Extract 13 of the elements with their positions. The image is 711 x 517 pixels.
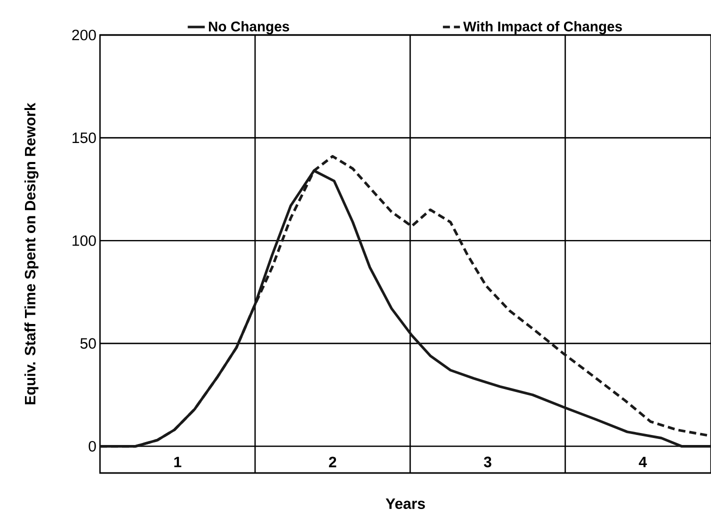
- y-axis-title: Equiv. Staff Time Spent on Design Rework: [24, 102, 38, 404]
- x-tick-label: 2: [328, 456, 336, 468]
- legend-label: No Changes: [208, 21, 290, 34]
- y-tick-label: 150: [72, 132, 96, 144]
- y-tick-label: 200: [72, 30, 96, 40]
- y-tick-label: 0: [88, 440, 96, 452]
- y-tick-label: 100: [72, 235, 96, 246]
- x-tick-label: 4: [638, 456, 647, 468]
- y-tick-label: 50: [80, 338, 96, 349]
- x-tick-label: 1: [174, 456, 182, 468]
- x-tick-label: 3: [484, 456, 492, 468]
- x-axis-title: Years: [386, 498, 425, 509]
- legend-label: With Impact of Changes: [463, 21, 622, 34]
